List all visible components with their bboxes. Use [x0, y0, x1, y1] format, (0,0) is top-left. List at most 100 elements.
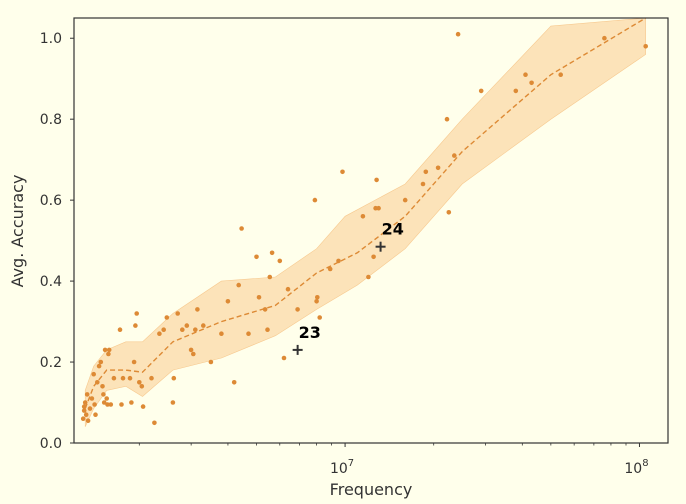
data-points [80, 31, 648, 426]
data-point [81, 408, 87, 413]
annotation-label: 24 [382, 220, 404, 239]
data-point [376, 205, 381, 211]
annotation-label: 23 [299, 323, 321, 342]
data-point [201, 323, 206, 328]
data-point [281, 355, 287, 361]
x-tick-label: 107 [330, 458, 354, 477]
data-point [106, 351, 111, 357]
y-tick-label: 0.8 [40, 112, 62, 128]
data-point [643, 44, 648, 49]
data-point [246, 331, 251, 337]
data-point [184, 323, 190, 328]
data-point [134, 311, 139, 316]
data-point [106, 347, 112, 353]
data-point [111, 375, 117, 381]
data-point [452, 153, 457, 158]
data-point [129, 400, 134, 405]
data-point [295, 307, 300, 312]
data-point [149, 375, 154, 381]
data-point [175, 311, 180, 316]
data-point [87, 406, 93, 411]
data-point [101, 400, 107, 405]
data-point [93, 412, 98, 418]
data-point [105, 402, 110, 407]
data-point [265, 327, 270, 333]
data-point [513, 88, 519, 94]
data-point [602, 35, 607, 41]
data-point [152, 420, 157, 426]
data-point [558, 72, 563, 77]
data-point [523, 72, 528, 77]
data-point [366, 274, 371, 280]
data-point [171, 375, 177, 381]
data-point [327, 266, 333, 272]
data-point [444, 116, 450, 122]
data-point [195, 307, 200, 312]
data-point [102, 347, 108, 353]
data-point [423, 169, 429, 175]
data-point [98, 359, 104, 365]
data-point [191, 351, 196, 357]
data-point [225, 299, 231, 304]
data-point [127, 375, 133, 381]
data-point [96, 363, 102, 369]
data-point [231, 380, 237, 385]
data-point [131, 359, 137, 365]
plot-frame [73, 17, 669, 444]
data-point [340, 169, 345, 175]
data-point [161, 327, 166, 333]
x-axis-label: Frequency [330, 480, 413, 499]
data-point [269, 250, 275, 256]
data-point [455, 31, 461, 37]
data-point [188, 347, 194, 353]
data-point [108, 402, 114, 407]
data-point [256, 295, 262, 300]
data-point [92, 402, 97, 407]
y-axis-label: Avg. Accuracy [8, 175, 27, 288]
data-point [254, 254, 259, 260]
data-point [193, 327, 198, 333]
data-point [140, 404, 146, 409]
data-point [85, 418, 91, 424]
data-point [117, 327, 123, 333]
data-point [84, 392, 90, 397]
data-point [208, 359, 214, 365]
data-point [529, 80, 534, 86]
data-point [317, 315, 323, 320]
data-point [139, 384, 145, 389]
data-point [164, 315, 170, 320]
data-point [104, 396, 109, 401]
data-point [91, 371, 96, 377]
data-point [446, 210, 452, 215]
y-tick-label: 0.4 [40, 274, 62, 290]
data-point [170, 400, 176, 405]
data-point [133, 323, 138, 328]
trend-line [84, 17, 647, 409]
data-point [402, 197, 408, 203]
data-point [267, 274, 273, 280]
data-point [89, 396, 95, 401]
data-point [312, 197, 318, 203]
data-point [420, 181, 426, 187]
data-point [100, 384, 105, 389]
data-point [374, 177, 379, 183]
data-point [239, 226, 244, 231]
data-point [315, 295, 320, 300]
data-point [435, 165, 441, 171]
data-point [277, 258, 283, 264]
data-point [120, 375, 126, 381]
data-point [137, 380, 142, 385]
data-point [157, 331, 162, 337]
data-point [82, 400, 88, 405]
data-point [119, 402, 124, 407]
x-tick-label: 108 [624, 458, 648, 477]
data-point [219, 331, 224, 337]
confidence-band [84, 17, 646, 427]
data-point [314, 299, 319, 304]
data-point [478, 88, 484, 94]
y-tick-label: 0.2 [40, 355, 62, 371]
data-point [360, 214, 366, 219]
x-axis-ticks: 107 108 [138, 443, 649, 477]
y-tick-label: 1.0 [40, 31, 62, 47]
